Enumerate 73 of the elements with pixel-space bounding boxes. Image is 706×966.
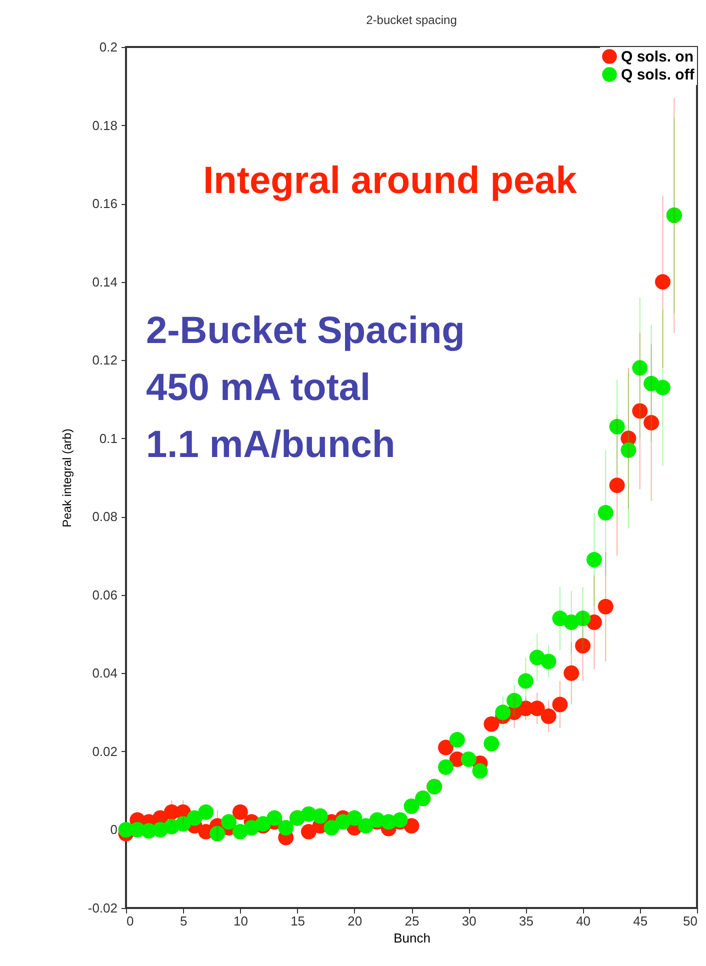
point	[324, 820, 340, 836]
annotation: Integral around peak	[203, 160, 578, 202]
y-tick-label: 0.14	[92, 274, 118, 290]
point	[404, 818, 420, 834]
y-tick-label: 0.12	[92, 352, 118, 368]
point	[438, 759, 454, 775]
y-tick-label: 0.06	[92, 587, 118, 602]
point	[210, 826, 226, 842]
legend-label: Q sols. off	[621, 66, 696, 84]
point	[540, 708, 556, 724]
point	[609, 418, 625, 434]
point	[575, 610, 591, 626]
point	[586, 552, 602, 568]
point	[620, 442, 636, 458]
point	[484, 716, 500, 732]
point	[232, 804, 248, 820]
x-tick-label: 5	[180, 914, 188, 928]
x-tick-label: 0	[126, 914, 134, 928]
point	[598, 598, 614, 614]
point	[266, 810, 282, 826]
y-tick-label: 0.02	[92, 744, 118, 759]
point	[221, 814, 237, 830]
x-tick-label: 30	[462, 914, 476, 928]
point	[460, 752, 476, 768]
x-tick-label: 45	[633, 914, 648, 928]
point	[654, 274, 670, 290]
chart-title: 2-bucket spacing	[366, 13, 457, 27]
point	[644, 414, 660, 430]
point	[575, 638, 591, 654]
point	[198, 804, 214, 820]
x-axis-title: Bunch	[394, 930, 430, 946]
y-tick-label: 0.08	[92, 509, 118, 524]
x-tick-label: 10	[233, 914, 248, 928]
point	[529, 700, 545, 716]
y-tick-label: 0.16	[92, 196, 118, 212]
point	[598, 504, 614, 520]
point	[632, 360, 648, 376]
x-tick-label: 25	[404, 914, 420, 928]
point	[449, 732, 465, 748]
x-tick-label: 20	[348, 914, 362, 928]
point	[552, 696, 568, 712]
point	[484, 736, 500, 752]
point	[438, 740, 454, 756]
point	[300, 824, 316, 840]
point	[358, 818, 374, 834]
annotation: 2-Bucket Spacing 450 mA total 1.1 mA/bunch	[146, 310, 465, 466]
x-tick-label: 40	[576, 914, 591, 928]
point	[175, 816, 191, 832]
point	[518, 673, 534, 689]
point	[186, 810, 202, 826]
point	[495, 704, 511, 720]
point	[404, 798, 420, 814]
point	[312, 808, 328, 824]
point	[472, 763, 488, 779]
y-tick-label: 0.1	[99, 430, 118, 446]
point	[506, 692, 522, 708]
point	[540, 654, 556, 670]
point	[654, 380, 670, 396]
y-tick-label: 0.2	[99, 40, 118, 54]
point	[632, 403, 648, 419]
x-tick-label: 35	[518, 914, 534, 928]
x-tick-label: 15	[290, 914, 306, 928]
y-tick-label: 0.04	[92, 666, 118, 681]
y-axis-title: Peak integral (arb)	[60, 428, 74, 528]
y-tick-label: -0.02	[88, 900, 118, 916]
y-tick-label: 0.18	[92, 118, 118, 133]
y-tick-label: 0	[110, 822, 118, 838]
x-tick-label: 50	[683, 914, 698, 928]
legend-label: Q sols. on	[621, 48, 694, 66]
point	[346, 810, 362, 826]
point	[564, 665, 580, 681]
point	[278, 820, 294, 836]
point	[609, 478, 625, 494]
